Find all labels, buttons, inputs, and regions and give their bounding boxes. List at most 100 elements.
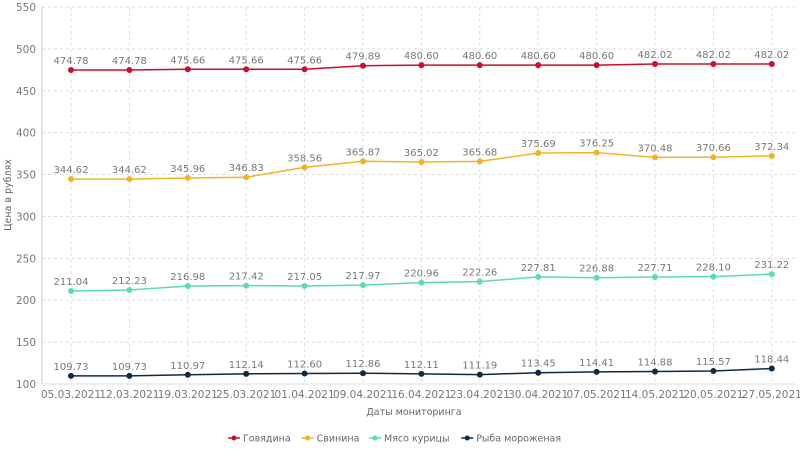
data-point (593, 149, 600, 156)
x-tick-label: 14.05.2021 (625, 389, 685, 401)
x-tick-label: 05.03.2021 (41, 389, 101, 401)
data-point (184, 174, 191, 181)
data-label: 217.97 (346, 271, 381, 282)
legend-marker (372, 435, 378, 441)
data-point (184, 371, 191, 378)
data-label: 226.88 (579, 264, 614, 275)
x-tick-label: 12.03.2021 (99, 389, 159, 401)
data-point (652, 274, 658, 281)
data-point (593, 274, 600, 281)
data-point (652, 60, 658, 67)
data-label: 365.68 (462, 147, 497, 158)
data-point (476, 278, 483, 285)
data-point (768, 60, 775, 67)
series-Свинина: 344.62 344.62 345.96 346.83 358.56 365.87 365.… (54, 139, 789, 183)
data-point (418, 62, 425, 69)
legend-item: Говядина (228, 434, 291, 445)
data-point (418, 370, 425, 377)
data-label: 118.44 (754, 355, 789, 366)
data-label: 482.02 (696, 50, 731, 61)
data-label: 358.56 (287, 153, 322, 164)
data-point (243, 174, 250, 181)
y-tick-label: 450 (16, 86, 36, 98)
data-point (593, 62, 600, 69)
data-label: 482.02 (638, 50, 673, 61)
series-group: 474.78 474.78 475.66 475.66 475.66 479.89 480.… (54, 50, 789, 379)
legend-item: Свинина (301, 434, 360, 445)
data-label: 475.66 (170, 55, 205, 66)
legend-item: Мясо курицы (369, 434, 450, 445)
data-point (593, 368, 600, 375)
data-point (301, 66, 308, 73)
data-label: 370.66 (696, 143, 731, 154)
y-tick-label: 400 (16, 128, 36, 140)
y-axis-ticks: 100 150 200 250 300 350 400 450 500 550 (16, 2, 36, 391)
data-point (360, 370, 366, 377)
x-axis-ticks: 05.03.202112.03.202119.03.202125.03.2021… (41, 389, 800, 401)
data-point (68, 67, 74, 74)
data-label: 227.81 (521, 263, 556, 274)
data-point (768, 365, 775, 372)
data-label: 474.78 (54, 56, 89, 67)
data-label: 480.60 (579, 51, 614, 62)
data-point (710, 367, 717, 374)
legend-item: Рыба мороженая (461, 434, 561, 445)
legend-marker (231, 435, 237, 441)
series-Мясо курицы: 211.04 212.23 216.98 217.42 217.05 217.97 220.… (54, 260, 789, 294)
data-label: 372.34 (754, 142, 789, 153)
data-label: 344.62 (112, 165, 147, 176)
y-tick-label: 150 (16, 337, 36, 349)
x-axis-label: Даты мониторинга (366, 407, 461, 418)
data-label: 475.66 (229, 55, 264, 66)
data-label: 376.25 (579, 139, 614, 150)
data-point (126, 372, 133, 379)
data-point (535, 62, 542, 69)
data-point (710, 60, 717, 67)
data-point (418, 279, 425, 286)
data-point (184, 282, 191, 289)
data-point (535, 150, 542, 157)
data-label: 480.60 (404, 51, 439, 62)
data-point (535, 369, 542, 376)
data-point (535, 273, 542, 280)
data-label: 212.23 (112, 276, 147, 287)
data-label: 475.66 (287, 55, 322, 66)
legend-label: Говядина (243, 434, 291, 445)
data-point (126, 286, 133, 293)
legend: Говядина Свинина Мясо курицы Рыба мороженая (228, 434, 561, 445)
series-Говядина: 474.78 474.78 475.66 475.66 475.66 479.89 480.… (54, 50, 789, 74)
data-label: 345.96 (170, 164, 205, 175)
data-label: 114.41 (579, 358, 614, 369)
data-label: 112.60 (287, 359, 322, 370)
data-label: 112.86 (346, 359, 381, 370)
data-point (68, 287, 74, 294)
data-label: 109.73 (112, 362, 147, 373)
x-tick-label: 25.03.2021 (216, 389, 276, 401)
data-point (360, 158, 366, 165)
legend-marker (464, 435, 470, 441)
x-tick-label: 30.04.2021 (508, 389, 568, 401)
data-label: 211.04 (54, 277, 89, 288)
legend-label: Свинина (317, 434, 360, 445)
data-label: 110.97 (170, 361, 205, 372)
data-label: 114.88 (638, 358, 673, 369)
y-tick-label: 550 (16, 2, 36, 14)
x-tick-label: 20.05.2021 (683, 389, 743, 401)
y-axis-label: Цена в рублях (3, 159, 14, 231)
data-point (68, 372, 74, 379)
data-label: 227.71 (638, 263, 673, 274)
x-tick-label: 07.05.2021 (567, 389, 627, 401)
data-point (768, 152, 775, 159)
legend-label: Рыба мороженая (476, 434, 561, 445)
y-tick-label: 350 (16, 170, 36, 182)
series-Рыба мороженая: 109.73 109.73 110.97 112.14 112.60 112.86 112.… (54, 355, 789, 379)
data-label: 231.22 (754, 260, 789, 271)
data-point (301, 282, 308, 289)
data-label: 480.60 (521, 51, 556, 62)
x-tick-label: 27.05.2021 (742, 389, 800, 401)
data-point (476, 158, 483, 165)
data-label: 112.11 (404, 360, 439, 371)
data-point (768, 271, 775, 278)
data-label: 222.26 (462, 268, 497, 279)
y-tick-label: 500 (16, 44, 36, 56)
